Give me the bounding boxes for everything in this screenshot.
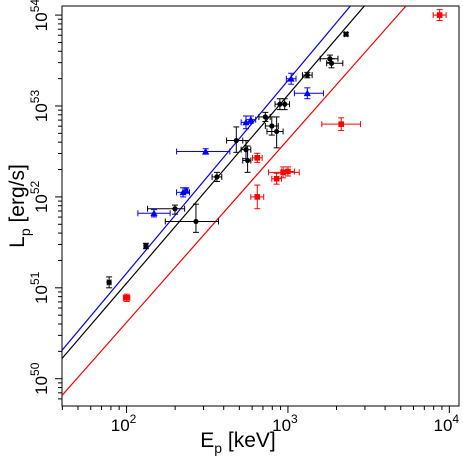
data-point-s0-3	[164, 203, 220, 233]
circle-marker	[233, 137, 239, 144]
data-point-s1-0	[137, 209, 171, 218]
fit-line-2	[62, 6, 407, 396]
triangle-marker	[303, 89, 311, 97]
y-tick-label: 1052	[28, 180, 51, 213]
y-tick-label: 1051	[28, 271, 51, 304]
fit-line-1	[62, 6, 352, 351]
data-point-s0-16	[343, 31, 350, 38]
data-point-s0-1	[142, 242, 149, 250]
triangle-marker	[182, 186, 190, 194]
square-marker	[338, 121, 344, 127]
y-tick-label: 1050	[28, 362, 51, 395]
triangle-marker	[287, 75, 295, 82]
x-tick-label: 103	[272, 412, 298, 435]
data-point-s1-5	[245, 115, 257, 124]
data-point-s1-7	[293, 87, 324, 100]
y-axis-ticks: 1050 1051 1052 1053 1054	[28, 0, 62, 400]
square-marker	[280, 169, 286, 176]
circle-marker	[143, 243, 149, 249]
data-point-s0-12	[279, 98, 291, 111]
triangle-marker	[247, 116, 255, 123]
fit-line-0	[62, 6, 366, 359]
square-marker	[285, 168, 291, 175]
circle-marker	[193, 218, 199, 225]
circle-marker	[304, 72, 310, 78]
x-tick-label: 104	[434, 412, 460, 435]
data-point-s0-2	[147, 204, 186, 215]
circle-marker	[282, 101, 288, 107]
circle-marker	[214, 174, 220, 180]
triangle-marker	[150, 209, 158, 217]
circle-marker	[328, 60, 335, 66]
data-point-s1-6	[285, 72, 297, 85]
data-point-s2-0	[122, 293, 131, 302]
data-point-s0-5	[226, 126, 244, 153]
circle-marker	[343, 31, 349, 37]
square-marker	[123, 295, 130, 301]
y-axis-label: Lp [erg/s]	[6, 164, 33, 248]
fit-lines	[62, 6, 407, 396]
data-point-s2-2	[251, 152, 263, 163]
data-point-s2-5	[280, 166, 295, 177]
circle-marker	[106, 279, 112, 285]
data-point-s2-3	[271, 172, 282, 185]
data-point-s0-10	[266, 116, 284, 149]
data-point-s1-2	[182, 186, 190, 194]
x-axis-label: Ep [keV]	[200, 429, 276, 456]
data-point-s0-13	[301, 71, 313, 79]
square-marker	[273, 175, 280, 182]
circle-marker	[274, 128, 280, 135]
data-point-s2-7	[432, 9, 447, 22]
x-axis-ticks: 102 103 104	[61, 406, 460, 435]
data-point-s0-4	[211, 171, 223, 182]
square-marker	[254, 155, 261, 161]
data-point-s2-1	[250, 184, 265, 210]
plot-area-frame	[61, 5, 460, 407]
triangle-marker	[202, 147, 210, 155]
data-point-s0-0	[106, 276, 113, 289]
circle-marker	[244, 157, 251, 164]
data-point-s0-8	[258, 111, 271, 122]
data-point-s0-7	[242, 145, 252, 173]
circle-marker	[269, 123, 275, 129]
circle-marker	[262, 114, 268, 120]
y-tick-label: 1053	[28, 90, 51, 123]
square-marker	[436, 12, 443, 18]
data-points	[106, 9, 447, 302]
data-point-s2-6	[321, 117, 362, 132]
data-point-s0-9	[264, 116, 279, 136]
data-point-s1-3	[176, 147, 231, 155]
circle-marker	[172, 206, 178, 212]
y-tick-label: 1054	[28, 0, 51, 31]
square-marker	[254, 194, 261, 200]
x-tick-label: 102	[111, 412, 137, 435]
data-point-s0-15	[326, 58, 344, 69]
